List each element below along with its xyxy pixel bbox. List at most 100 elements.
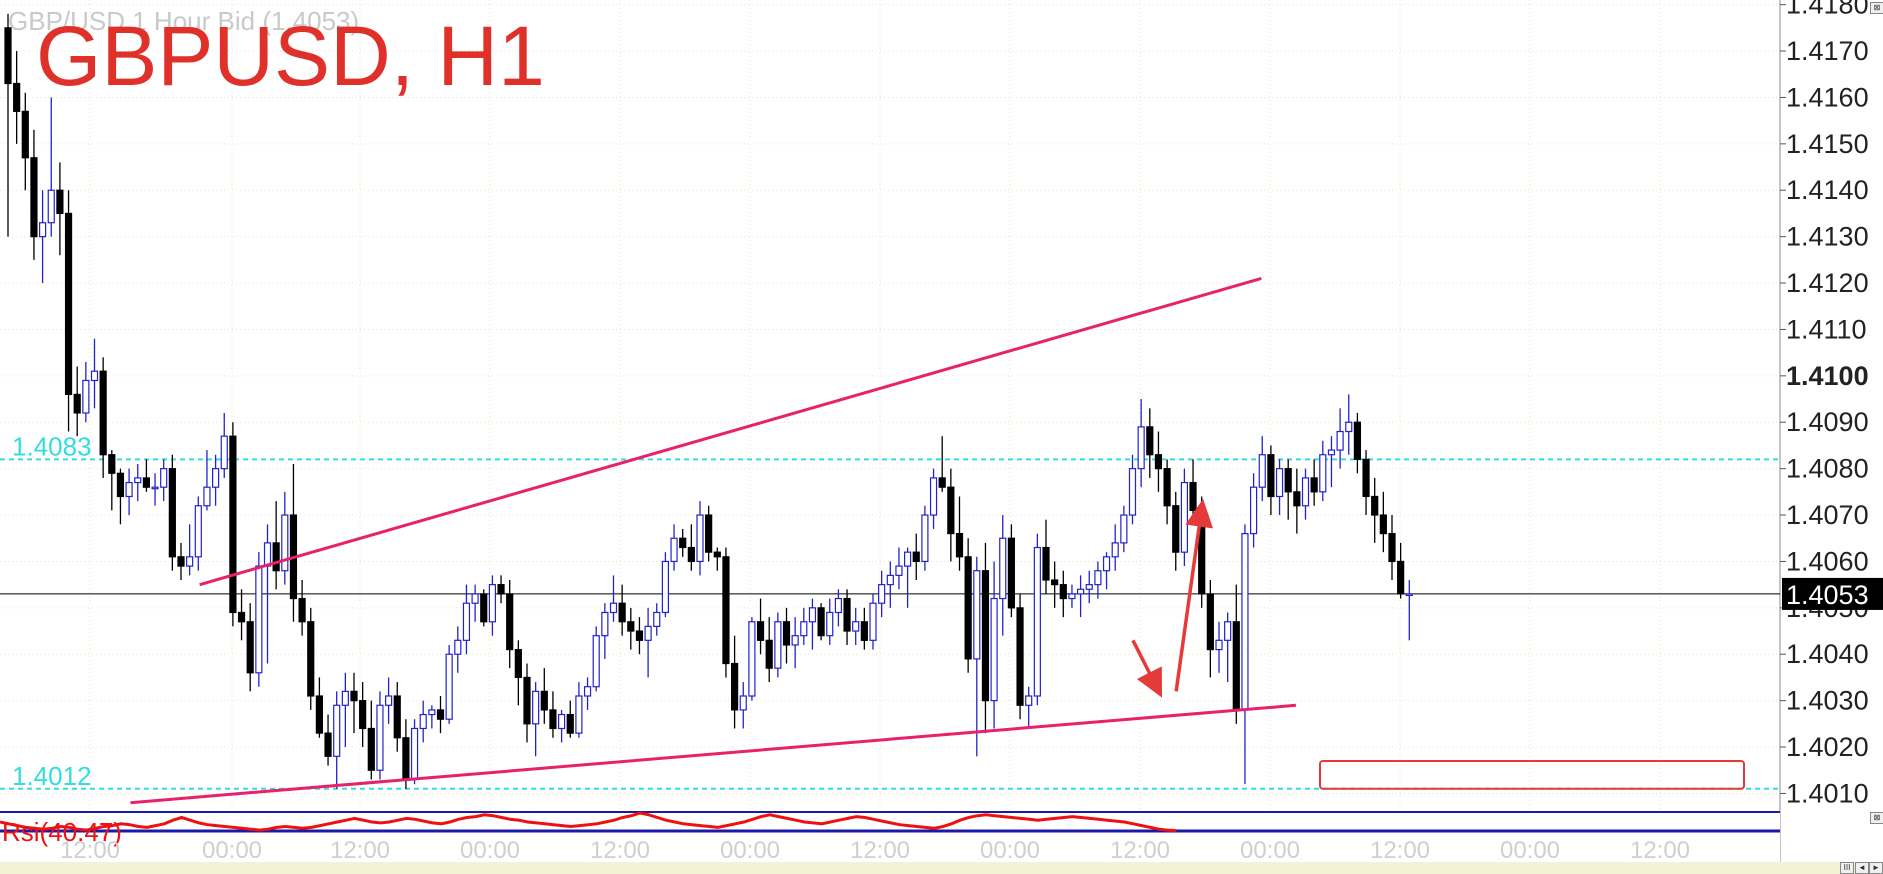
- candle-bull: [186, 556, 194, 567]
- y-tick-label: 1.4130: [1786, 222, 1869, 252]
- candle-bear: [359, 700, 367, 730]
- candle-bear: [393, 695, 401, 739]
- candle-bull: [134, 477, 142, 484]
- candle-bull: [575, 695, 583, 734]
- candle-bull: [826, 611, 834, 637]
- x-tick-label: 00:00: [1240, 837, 1300, 864]
- x-axis: 12:00 00:00 12:00 00:00 12:00 00:00 12:00 00:00…: [60, 837, 1690, 864]
- candle-bear: [497, 584, 505, 595]
- candle-bull: [1085, 584, 1093, 590]
- candle-bull: [774, 621, 782, 669]
- candle-bear: [1293, 491, 1301, 507]
- candle-bull: [1258, 454, 1266, 488]
- candle-bear: [30, 157, 38, 238]
- candle-bear: [324, 732, 332, 757]
- candle-bull: [800, 621, 808, 637]
- candle-bull: [696, 514, 704, 563]
- candle-bear: [1206, 593, 1214, 651]
- candle-bull: [488, 584, 496, 623]
- candle-bear: [1007, 537, 1016, 609]
- x-tick-label: 00:00: [980, 837, 1040, 864]
- y-tick-label: 1.4080: [1786, 454, 1869, 484]
- x-tick-label: 00:00: [720, 837, 780, 864]
- candle-bear: [705, 514, 713, 553]
- candle-bull: [281, 514, 289, 572]
- trendline-lower: [130, 703, 1297, 805]
- candle-bear: [56, 189, 64, 215]
- forecast-arrow: [1131, 639, 1163, 698]
- candle-bull: [990, 597, 998, 702]
- x-tick-label: 12:00: [850, 837, 910, 864]
- candle-bull: [808, 607, 817, 623]
- candle-bear: [730, 662, 739, 711]
- candle-bear: [964, 556, 972, 660]
- candle-bear: [627, 621, 635, 632]
- candle-bull: [1025, 695, 1033, 706]
- candle-bear: [618, 602, 626, 623]
- candle-bull: [38, 222, 47, 238]
- candle-bear: [1189, 481, 1197, 511]
- candle-bull: [263, 542, 272, 567]
- candle-bear: [168, 468, 176, 558]
- candle-bear: [436, 709, 445, 720]
- candle-bear: [912, 551, 920, 563]
- close-rsi-button[interactable]: ⊠: [1870, 812, 1883, 824]
- scroll-bars-button[interactable]: III: [1840, 862, 1854, 874]
- x-tick-label: 12:00: [60, 837, 120, 864]
- candle-bull: [1405, 593, 1413, 597]
- trendlines: [130, 276, 1297, 805]
- level-label: 1.4012: [12, 761, 92, 791]
- candle-bear: [722, 556, 730, 665]
- candle-bear: [13, 82, 21, 112]
- candle-bear: [1059, 584, 1067, 600]
- y-tick-label: 1.4170: [1786, 36, 1869, 66]
- y-tick-label: 1.4140: [1786, 175, 1869, 205]
- candle-bull: [1336, 430, 1344, 451]
- candle-bear: [540, 690, 548, 711]
- candle-bull: [82, 379, 90, 414]
- close-panel-button[interactable]: ⊠: [1870, 2, 1883, 14]
- candle-bear: [955, 532, 964, 558]
- candle-bull: [878, 584, 886, 604]
- x-tick-label: 12:00: [1630, 837, 1690, 864]
- candle-bear: [1042, 546, 1050, 581]
- candle-bull: [1094, 570, 1102, 586]
- candle-bull: [160, 468, 168, 488]
- candle-bull: [1076, 588, 1085, 595]
- rsi-label: Rsi(40.47): [2, 817, 122, 847]
- y-tick-label: 1.4150: [1786, 129, 1869, 159]
- candle-bull: [1301, 477, 1310, 507]
- candle-bear: [21, 110, 29, 159]
- candle-bull: [428, 709, 436, 716]
- level-label: 1.4083: [12, 431, 92, 461]
- candle-bear: [298, 597, 306, 623]
- y-tick-label: 1.4180: [1786, 0, 1869, 20]
- candle-bear: [1284, 468, 1292, 493]
- x-tick-label: 12:00: [1110, 837, 1170, 864]
- candle-bear: [981, 570, 990, 702]
- candle-bear: [1371, 495, 1379, 516]
- y-tick-label: 1.4160: [1786, 82, 1869, 112]
- rsi-panel: Rsi(40.47): [0, 811, 1780, 862]
- scroll-left-button[interactable]: ◄: [1855, 862, 1869, 874]
- y-tick-label: 1.4100: [1786, 361, 1869, 391]
- candle-bear: [402, 737, 410, 781]
- x-tick-label: 00:00: [460, 837, 520, 864]
- candle-bear: [1154, 454, 1163, 470]
- candle-bull: [1128, 468, 1137, 516]
- candle-bear: [566, 713, 574, 734]
- candle-bull: [212, 468, 220, 488]
- candle-bear: [237, 611, 246, 623]
- y-tick-label: 1.4120: [1786, 268, 1869, 298]
- candle-bear: [514, 648, 522, 679]
- scroll-bar[interactable]: [0, 862, 1883, 874]
- candle-bull: [903, 551, 912, 567]
- scroll-right-button[interactable]: ►: [1869, 862, 1883, 874]
- candle-bear: [523, 676, 531, 725]
- candle-bear: [1146, 426, 1154, 456]
- x-tick-label: 00:00: [202, 837, 262, 864]
- trendline-upper: [199, 276, 1262, 587]
- y-tick-label: 1.4020: [1786, 732, 1869, 762]
